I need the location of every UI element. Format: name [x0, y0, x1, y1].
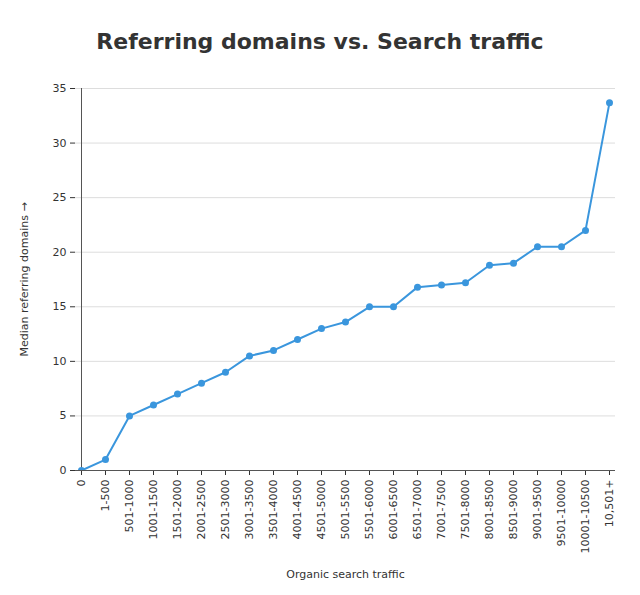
svg-text:30: 30 — [53, 137, 67, 150]
svg-text:2001-2500: 2001-2500 — [195, 480, 208, 540]
svg-text:1501-2000: 1501-2000 — [171, 480, 184, 540]
svg-text:35: 35 — [53, 82, 67, 95]
svg-text:4501-5000: 4501-5000 — [315, 480, 328, 540]
svg-text:0: 0 — [75, 480, 88, 487]
svg-text:1-500: 1-500 — [99, 480, 112, 512]
svg-text:7001-7500: 7001-7500 — [435, 480, 448, 540]
svg-text:15: 15 — [53, 300, 67, 313]
svg-text:10001-10500: 10001-10500 — [579, 480, 592, 554]
svg-text:5501-6000: 5501-6000 — [363, 480, 376, 540]
svg-text:4001-4500: 4001-4500 — [291, 480, 304, 540]
svg-text:9501-10000: 9501-10000 — [555, 480, 568, 547]
svg-text:7501-8000: 7501-8000 — [459, 480, 472, 540]
svg-text:10: 10 — [53, 355, 67, 368]
svg-text:25: 25 — [53, 191, 67, 204]
svg-text:0: 0 — [60, 464, 67, 477]
svg-text:9001-9500: 9001-9500 — [531, 480, 544, 540]
svg-text:20: 20 — [53, 246, 67, 259]
svg-text:3001-3500: 3001-3500 — [243, 480, 256, 540]
svg-text:10,501+: 10,501+ — [603, 480, 616, 528]
html-text:Referring domains vs. Search t: Referring domains vs. Search traffic — [96, 29, 544, 54]
svg-text:5: 5 — [60, 409, 67, 422]
svg-text:3501-4000: 3501-4000 — [267, 480, 280, 540]
svg-text:501-1000: 501-1000 — [123, 480, 136, 533]
svg-text:6501-7000: 6501-7000 — [411, 480, 424, 540]
svg-text:5001-5500: 5001-5500 — [339, 480, 352, 540]
svg-text:2501-3000: 2501-3000 — [219, 480, 232, 540]
svg-text:Organic search traffic: Organic search traffic — [286, 568, 405, 581]
svg-text:Median referring domains →: Median referring domains → — [18, 202, 31, 356]
svg-text:8501-9000: 8501-9000 — [507, 480, 520, 540]
svg-text:6001-6500: 6001-6500 — [387, 480, 400, 540]
svg-text:1001-1500: 1001-1500 — [147, 480, 160, 540]
svg-text:8001-8500: 8001-8500 — [483, 480, 496, 540]
